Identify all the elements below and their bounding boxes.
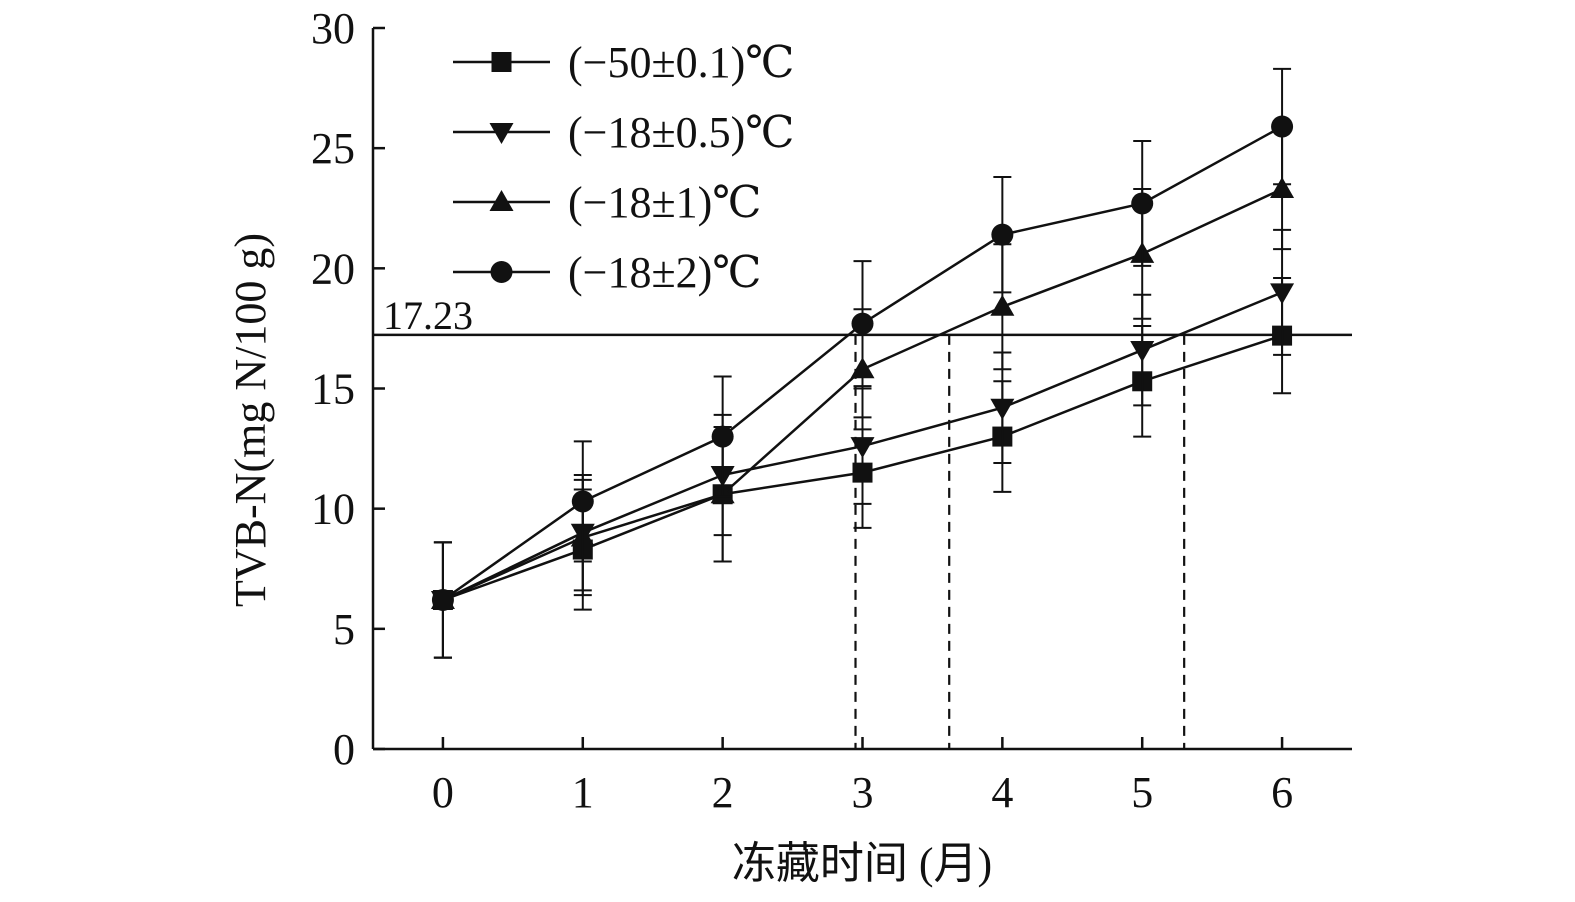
data-point bbox=[431, 588, 454, 611]
x-tick-label: 0 bbox=[432, 768, 454, 817]
x-axis-title: 冻藏时间 (月) bbox=[732, 839, 992, 888]
legend-label: (−18±1)℃ bbox=[568, 178, 762, 227]
y-tick-label: 30 bbox=[311, 4, 355, 53]
axes: 0 5 10 15 20 25 30 0 1 2 3 4 5 6 bbox=[311, 4, 1352, 817]
threshold-label: 17.23 bbox=[383, 293, 473, 338]
legend-marker bbox=[491, 52, 512, 72]
y-tick-label: 20 bbox=[311, 244, 355, 293]
legend-entry: (−18±2)℃ bbox=[453, 248, 762, 297]
x-tick-label: 5 bbox=[1131, 768, 1153, 817]
crossing-dashed-lines bbox=[854, 334, 1186, 749]
data-point bbox=[990, 398, 1015, 420]
data-point bbox=[711, 425, 734, 448]
data-point bbox=[990, 294, 1015, 316]
y-tick-label: 5 bbox=[333, 605, 355, 654]
y-tick-label: 0 bbox=[333, 725, 355, 774]
x-tick-label: 1 bbox=[572, 768, 594, 817]
data-point bbox=[991, 223, 1014, 246]
data-point bbox=[1270, 283, 1295, 305]
legend-label: (−18±2)℃ bbox=[568, 248, 762, 297]
y-tick-label: 25 bbox=[311, 124, 355, 173]
data-point bbox=[1271, 115, 1294, 138]
series-3 bbox=[430, 127, 1295, 659]
y-axis-title: TVB-N(mg N/100 g) bbox=[226, 233, 275, 607]
legend-label: (−50±0.1)℃ bbox=[568, 38, 795, 87]
y-tick-label: 10 bbox=[311, 485, 355, 534]
legend-marker bbox=[490, 261, 513, 283]
y-tick-label: 15 bbox=[311, 365, 355, 414]
legend-label: (−18±0.5)℃ bbox=[568, 108, 795, 157]
data-point bbox=[851, 312, 874, 335]
data-point bbox=[571, 490, 594, 513]
legend-entry: (−50±0.1)℃ bbox=[453, 38, 795, 87]
series-group bbox=[430, 67, 1295, 659]
x-tick-label: 3 bbox=[852, 768, 874, 817]
data-point bbox=[1131, 192, 1154, 215]
series-4 bbox=[431, 67, 1294, 659]
data-point bbox=[1130, 341, 1155, 363]
legend-entry: (−18±1)℃ bbox=[453, 178, 762, 227]
x-tick-label: 4 bbox=[991, 768, 1013, 817]
data-point bbox=[1270, 177, 1295, 199]
data-point bbox=[850, 437, 875, 459]
x-tick-label: 2 bbox=[712, 768, 734, 817]
x-tick-label: 6 bbox=[1271, 768, 1293, 817]
legend-marker bbox=[489, 190, 514, 211]
legend-marker bbox=[489, 123, 514, 144]
legend-entry: (−18±0.5)℃ bbox=[453, 108, 795, 157]
legend: (−50±0.1)℃ (−18±0.5)℃ (−18±1)℃ (−18±2)℃ bbox=[453, 38, 795, 297]
